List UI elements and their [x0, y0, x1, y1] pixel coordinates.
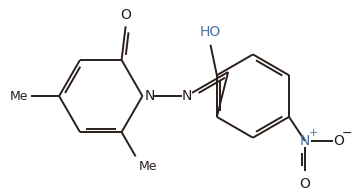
Text: N: N — [300, 134, 310, 148]
Text: +: + — [308, 128, 318, 138]
Text: N: N — [145, 89, 155, 103]
Text: N: N — [181, 89, 192, 103]
Text: O: O — [120, 8, 131, 22]
Text: Me: Me — [10, 90, 28, 103]
Text: Me: Me — [139, 160, 157, 173]
Text: HO: HO — [200, 25, 221, 39]
Text: O: O — [299, 177, 310, 189]
Text: O: O — [333, 134, 344, 148]
Text: −: − — [341, 127, 352, 140]
